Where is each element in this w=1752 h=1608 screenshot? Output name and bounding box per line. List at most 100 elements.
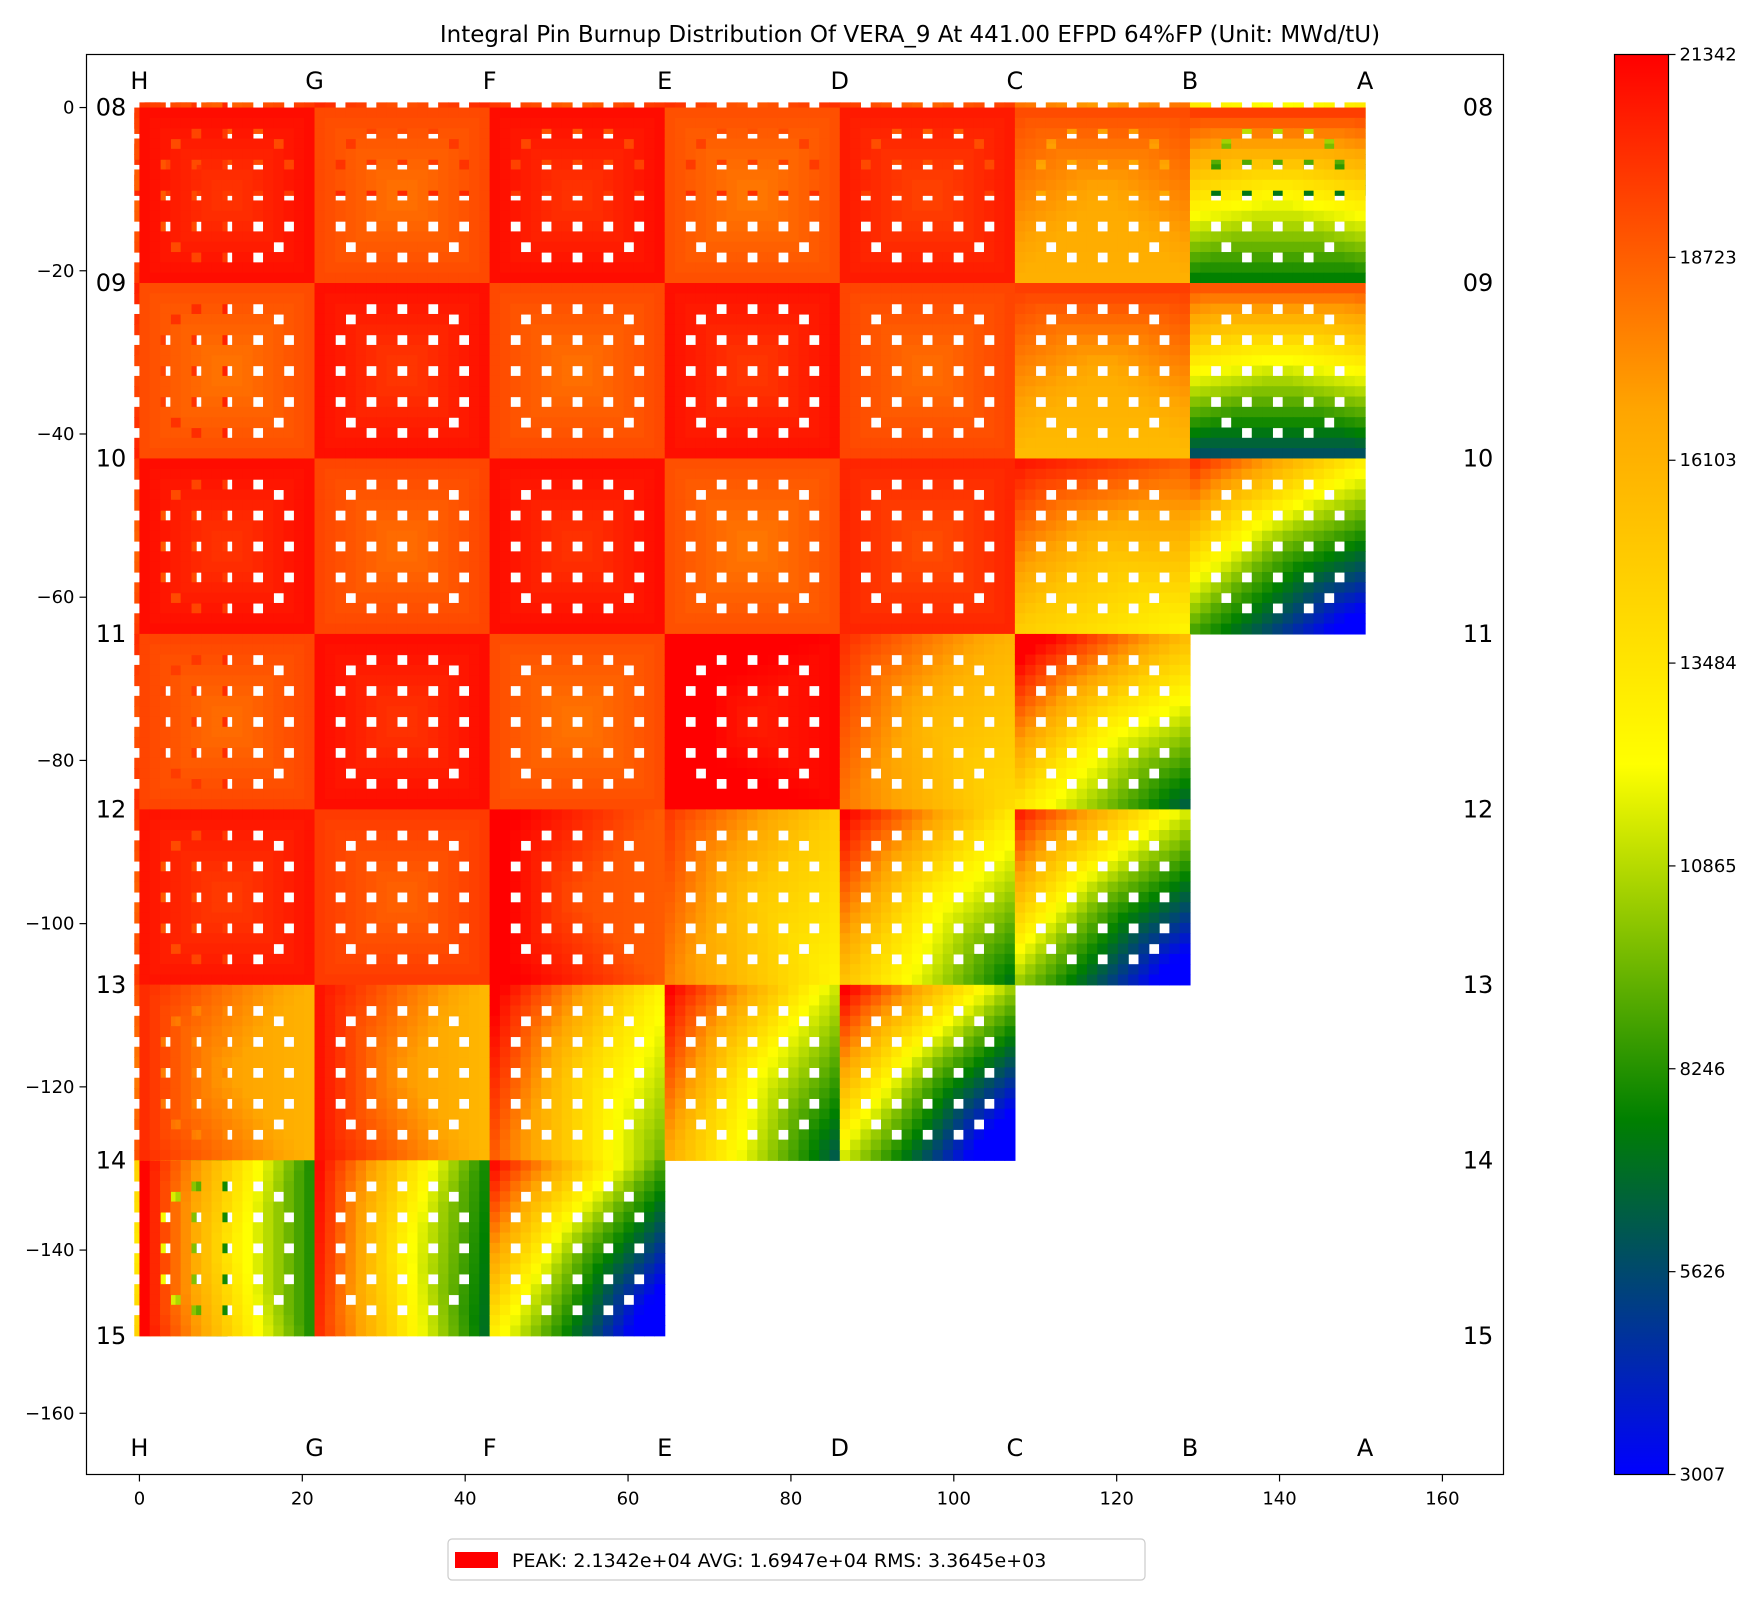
pin-cell: [551, 148, 563, 160]
pin-cell: [602, 293, 614, 305]
pin-cell: [767, 117, 779, 129]
pin-cell: [561, 283, 573, 294]
pin-cell: [520, 406, 532, 418]
pin-cell: [1303, 355, 1315, 367]
pin-cell: [973, 159, 985, 171]
assembly-D10: [664, 283, 841, 460]
pin-cell: [376, 283, 388, 294]
pin-cell: [850, 334, 861, 346]
pin-cell: [808, 169, 820, 181]
pin-cell: [592, 128, 604, 140]
pin-cell: [139, 293, 151, 305]
pin-cell: [880, 417, 892, 429]
pin-cell: [355, 117, 367, 129]
pin-cell: [1014, 406, 1026, 418]
pin-cell: [530, 107, 542, 119]
pin-cell: [541, 241, 553, 253]
pin-cell: [530, 241, 542, 253]
pin-cell: [1354, 334, 1366, 346]
pin-cell: [839, 262, 851, 274]
pin-cell: [1128, 386, 1140, 398]
pin-cell: [675, 386, 686, 398]
pin-cell: [561, 375, 573, 387]
pin-cell: [1035, 148, 1047, 160]
pin-cell: [479, 355, 491, 367]
pin-cell: [1004, 293, 1016, 305]
pin-cell: [139, 283, 151, 294]
pin-cell: [438, 365, 450, 377]
pin-cell: [808, 148, 820, 160]
pin-cell: [602, 406, 614, 418]
pin-cell: [716, 107, 728, 119]
pin-cell: [942, 283, 954, 294]
pin-cell: [551, 190, 563, 202]
heatmap: [134, 102, 1366, 1337]
pin-cell: [386, 437, 398, 449]
pin-cell: [1303, 107, 1315, 119]
pin-cell: [263, 313, 274, 325]
pin-cell: [767, 365, 779, 377]
pin-cell: [942, 427, 954, 439]
pin-cell: [1313, 117, 1325, 129]
pin-cell: [1220, 117, 1232, 129]
pin-cell: [242, 138, 254, 150]
pin-cell: [932, 210, 944, 222]
pin-cell: [1272, 117, 1284, 129]
pin-cell: [551, 427, 563, 439]
pin-cell: [1220, 355, 1232, 367]
pin-cell: [366, 293, 377, 305]
pin-cell: [901, 437, 913, 449]
pin-cell: [427, 262, 439, 274]
pin-cell: [561, 200, 573, 212]
pin-cell: [1169, 179, 1181, 191]
pin-cell: [448, 148, 460, 160]
pin-cell: [1148, 355, 1160, 367]
pin-cell: [777, 169, 789, 181]
pin-cell: [922, 138, 934, 150]
pin-cell: [685, 262, 697, 274]
pin-cell: [613, 179, 625, 191]
pin-cell: [438, 334, 450, 346]
pin-cell: [530, 117, 542, 129]
pin-cell: [438, 179, 450, 191]
pin-cell: [1200, 334, 1212, 346]
pin-cell: [201, 179, 213, 191]
pin-cell: [1262, 221, 1273, 232]
pin-cell: [922, 148, 934, 160]
pin-cell: [479, 190, 491, 202]
pin-cell: [376, 355, 388, 367]
pin-cell: [1231, 313, 1243, 325]
pin-cell: [232, 221, 244, 232]
pin-cell: [705, 252, 717, 263]
pin-cell: [654, 200, 666, 212]
pin-cell: [263, 386, 274, 398]
pin-cell: [1066, 313, 1078, 325]
pin-cell: [726, 128, 738, 140]
pin-cell: [963, 190, 975, 202]
pin-cell: [1076, 293, 1088, 305]
pin-cell: [798, 293, 810, 305]
pin-cell: [314, 179, 326, 191]
pin-cell: [891, 148, 903, 160]
pin-cell: [1179, 262, 1191, 274]
pin-cell: [623, 169, 635, 181]
pin-cell: [675, 128, 686, 140]
pin-cell: [355, 138, 367, 150]
pin-cell: [777, 107, 789, 119]
pin-cell: [1159, 231, 1170, 243]
pin-cell: [1179, 375, 1191, 387]
pin-cell: [1138, 406, 1150, 418]
pin-cell: [221, 117, 233, 129]
pin-cell: [623, 344, 635, 356]
pin-cell: [1066, 169, 1078, 181]
pin-cell: [1159, 355, 1170, 367]
pin-cell: [664, 293, 676, 305]
pin-cell: [1200, 231, 1212, 243]
pin-cell: [314, 169, 326, 181]
pin-cell: [252, 210, 264, 222]
pin-cell: [1231, 159, 1243, 171]
pin-cell: [1313, 241, 1325, 253]
pin-cell: [448, 396, 460, 408]
pin-cell: [1086, 190, 1098, 202]
pin-cell: [747, 283, 758, 294]
